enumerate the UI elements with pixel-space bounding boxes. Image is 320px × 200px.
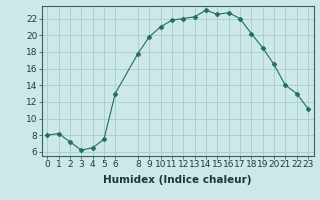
X-axis label: Humidex (Indice chaleur): Humidex (Indice chaleur) — [103, 175, 252, 185]
